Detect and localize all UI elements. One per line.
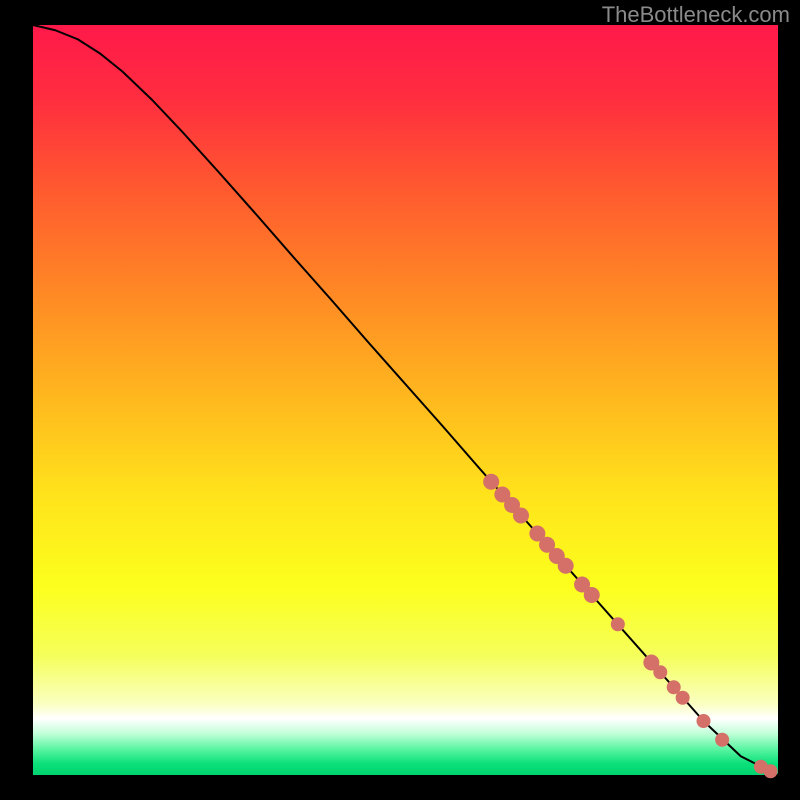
data-marker bbox=[611, 617, 625, 631]
data-marker bbox=[558, 558, 574, 574]
data-marker bbox=[513, 508, 529, 524]
data-marker bbox=[715, 733, 729, 747]
data-marker bbox=[483, 474, 499, 490]
data-marker bbox=[653, 665, 667, 679]
data-marker bbox=[584, 587, 600, 603]
data-marker bbox=[697, 714, 711, 728]
bottleneck-chart bbox=[0, 0, 800, 800]
data-marker bbox=[764, 764, 778, 778]
plot-background bbox=[33, 25, 778, 775]
watermark-text: TheBottleneck.com bbox=[602, 2, 790, 28]
chart-container: TheBottleneck.com bbox=[0, 0, 800, 800]
data-marker bbox=[676, 691, 690, 705]
